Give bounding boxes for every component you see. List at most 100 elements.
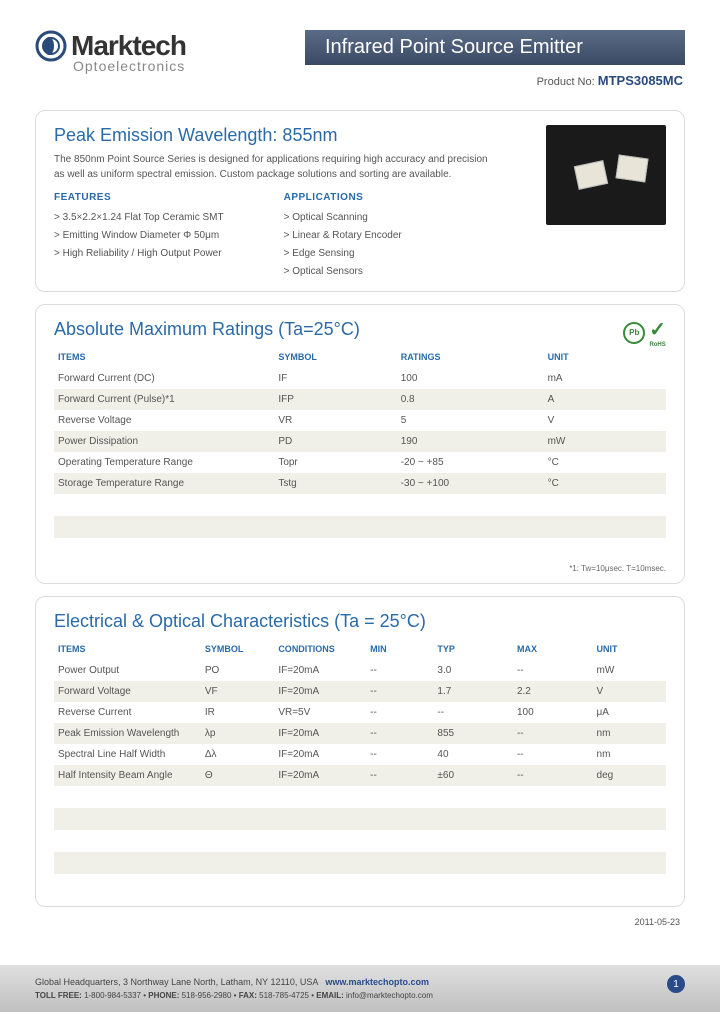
table-cell: 1.7	[433, 681, 513, 702]
table-cell: --	[513, 723, 593, 744]
table-cell: IF=20mA	[274, 744, 366, 765]
column-header: ITEMS	[54, 638, 201, 660]
table-cell: VF	[201, 681, 274, 702]
column-header: CONDITIONS	[274, 638, 366, 660]
table-cell: Forward Current (DC)	[54, 368, 274, 389]
table-row: Spectral Line Half WidthΔλIF=20mA--40--n…	[54, 744, 666, 765]
document-date: 2011-05-23	[0, 917, 680, 927]
table-cell: mW	[544, 431, 666, 452]
table-row: Half Intensity Beam AngleΘIF=20mA--±60--…	[54, 765, 666, 786]
table-cell: μA	[593, 702, 666, 723]
intro-text: The 850nm Point Source Series is designe…	[54, 152, 494, 182]
blank-row	[54, 808, 666, 830]
table-cell: Operating Temperature Range	[54, 452, 274, 473]
table-cell: 2.2	[513, 681, 593, 702]
table-cell: --	[513, 660, 593, 681]
blank-row	[54, 494, 666, 516]
email-value: info@marktechopto.com	[346, 991, 433, 1000]
blank-row	[54, 830, 666, 852]
application-item: > Linear & Rotary Encoder	[284, 227, 402, 245]
product-code: MTPS3085MC	[598, 73, 683, 88]
website-link[interactable]: www.marktechopto.com	[325, 977, 429, 987]
table-cell: 3.0	[433, 660, 513, 681]
product-image	[546, 125, 666, 225]
column-header: SYMBOL	[274, 346, 396, 368]
ratings-table: ITEMSSYMBOLRATINGSUNIT Forward Current (…	[54, 346, 666, 560]
column-header: TYP	[433, 638, 513, 660]
page-number: 1	[667, 975, 685, 993]
table-cell: IF=20mA	[274, 660, 366, 681]
header: Marktech Optoelectronics Infrared Point …	[0, 0, 720, 98]
application-item: > Optical Scanning	[284, 209, 402, 227]
table-row: Forward Current (Pulse)*1IFP0.8A	[54, 389, 666, 410]
table-cell: Power Output	[54, 660, 201, 681]
table-cell: mW	[593, 660, 666, 681]
feature-item: > High Reliability / High Output Power	[54, 245, 224, 263]
table-cell: --	[513, 765, 593, 786]
brand-subtitle: Optoelectronics	[73, 58, 186, 74]
table-cell: mA	[544, 368, 666, 389]
feature-item: > 3.5×2.2×1.24 Flat Top Ceramic SMT	[54, 209, 224, 227]
pb-free-badge: Pb	[623, 322, 645, 344]
table-row: Reverse VoltageVR5V	[54, 410, 666, 431]
tollfree-label: TOLL FREE:	[35, 991, 82, 1000]
feature-item: > Emitting Window Diameter Φ 50μm	[54, 227, 224, 245]
table-row: Reverse CurrentIRVR=5V----100μA	[54, 702, 666, 723]
table-cell: V	[544, 410, 666, 431]
features-column: FEATURES > 3.5×2.2×1.24 Flat Top Ceramic…	[54, 192, 224, 281]
footer-address: Global Headquarters, 3 Northway Lane Nor…	[35, 977, 685, 987]
fax-value: 518-785-4725	[259, 991, 309, 1000]
table-cell: ±60	[433, 765, 513, 786]
table-cell: --	[433, 702, 513, 723]
column-header: UNIT	[593, 638, 666, 660]
table-cell: 0.8	[397, 389, 544, 410]
table-cell: Tstg	[274, 473, 396, 494]
column-header: SYMBOL	[201, 638, 274, 660]
table-cell: IR	[201, 702, 274, 723]
table-cell: Spectral Line Half Width	[54, 744, 201, 765]
column-header: ITEMS	[54, 346, 274, 368]
email-label: EMAIL:	[316, 991, 344, 1000]
table-cell: V	[593, 681, 666, 702]
electrical-section: Electrical & Optical Characteristics (Ta…	[35, 596, 685, 907]
table-cell: nm	[593, 744, 666, 765]
blank-row	[54, 874, 666, 896]
applications-heading: APPLICATIONS	[284, 192, 402, 203]
intro-section: Peak Emission Wavelength: 855nm The 850n…	[35, 110, 685, 292]
table-cell: PO	[201, 660, 274, 681]
table-cell: 100	[397, 368, 544, 389]
table-cell: IF	[274, 368, 396, 389]
features-heading: FEATURES	[54, 192, 224, 203]
table-row: Power OutputPOIF=20mA--3.0--mW	[54, 660, 666, 681]
ratings-title: Absolute Maximum Ratings (Ta=25°C)	[54, 319, 666, 340]
tollfree-value: 1-800-984-5337	[84, 991, 141, 1000]
product-label: Product No:	[537, 76, 595, 88]
rohs-badge: ✓ RoHS	[649, 317, 666, 348]
table-cell: PD	[274, 431, 396, 452]
application-item: > Edge Sensing	[284, 245, 402, 263]
table-cell: Forward Current (Pulse)*1	[54, 389, 274, 410]
table-cell: A	[544, 389, 666, 410]
product-number: Product No: MTPS3085MC	[305, 73, 685, 88]
footer-contacts: TOLL FREE: 1-800-984-5337 • PHONE: 518-9…	[35, 991, 685, 1000]
phone-value: 518-956-2980	[182, 991, 232, 1000]
table-row: Forward VoltageVFIF=20mA--1.72.2V	[54, 681, 666, 702]
column-header: RATINGS	[397, 346, 544, 368]
table-cell: Forward Voltage	[54, 681, 201, 702]
table-cell: Storage Temperature Range	[54, 473, 274, 494]
table-cell: Reverse Voltage	[54, 410, 274, 431]
column-header: MIN	[366, 638, 433, 660]
table-row: Operating Temperature RangeTopr-20 ~ +85…	[54, 452, 666, 473]
footer: 1 Global Headquarters, 3 Northway Lane N…	[0, 965, 720, 1012]
table-cell: λp	[201, 723, 274, 744]
logo-block: Marktech Optoelectronics	[35, 30, 186, 74]
table-cell: --	[366, 723, 433, 744]
table-cell: IF=20mA	[274, 681, 366, 702]
table-cell: °C	[544, 452, 666, 473]
table-row: Peak Emission WavelengthλpIF=20mA--855--…	[54, 723, 666, 744]
table-cell: Topr	[274, 452, 396, 473]
table-cell: IFP	[274, 389, 396, 410]
table-cell: IF=20mA	[274, 765, 366, 786]
logo-icon	[35, 30, 67, 62]
table-cell: Half Intensity Beam Angle	[54, 765, 201, 786]
